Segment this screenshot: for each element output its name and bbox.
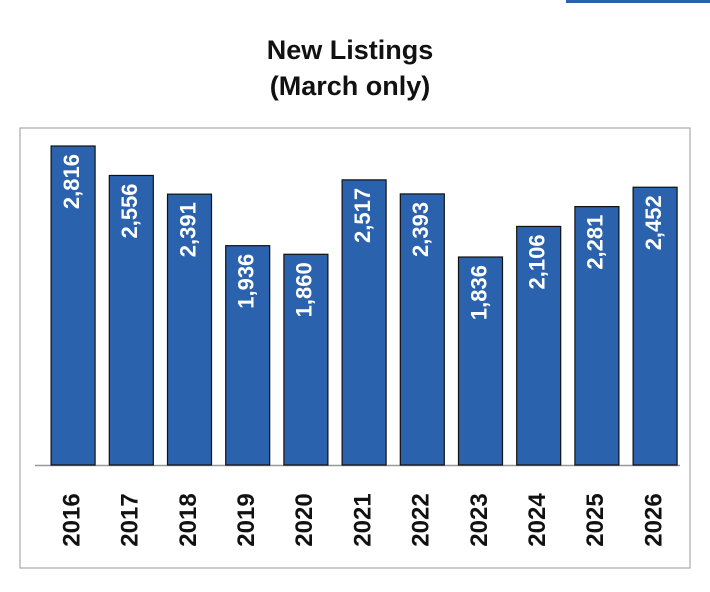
value-label: 2,281 bbox=[583, 215, 608, 270]
value-label: 2,816 bbox=[59, 154, 84, 209]
value-label: 2,106 bbox=[525, 234, 550, 289]
x-tick-label: 2017 bbox=[117, 493, 144, 546]
x-tick-label: 2025 bbox=[582, 493, 609, 546]
top-accent bbox=[566, 0, 710, 3]
chart-title: New Listings bbox=[267, 35, 434, 65]
bar bbox=[283, 253, 329, 466]
value-label: 2,391 bbox=[175, 202, 200, 257]
x-tick-label: 2019 bbox=[233, 493, 260, 546]
bar bbox=[341, 179, 387, 466]
x-tick-label: 2023 bbox=[466, 493, 493, 546]
bar bbox=[457, 256, 504, 466]
value-label: 1,936 bbox=[234, 254, 259, 309]
chart-frame bbox=[19, 127, 691, 569]
value-label: 2,556 bbox=[117, 183, 142, 238]
bar bbox=[399, 193, 445, 466]
x-tick-label: 2020 bbox=[291, 493, 318, 546]
x-tick-label: 2022 bbox=[408, 493, 435, 546]
x-tick-label: 2018 bbox=[175, 493, 202, 546]
bar bbox=[166, 193, 213, 466]
bar bbox=[574, 206, 620, 466]
x-tick-label: 2021 bbox=[349, 493, 376, 546]
x-tick-label: 2026 bbox=[640, 493, 667, 546]
value-label: 2,393 bbox=[408, 202, 433, 257]
bar bbox=[50, 145, 96, 466]
x-tick-label: 2024 bbox=[524, 493, 551, 547]
value-label: 1,860 bbox=[292, 262, 317, 317]
bar bbox=[632, 186, 678, 466]
value-label: 2,517 bbox=[350, 188, 375, 243]
value-label: 1,836 bbox=[466, 265, 491, 320]
bar bbox=[516, 225, 562, 466]
bar bbox=[108, 174, 154, 466]
value-label: 2,452 bbox=[641, 195, 666, 250]
chart-subtitle: (March only) bbox=[270, 71, 431, 101]
bar bbox=[225, 245, 271, 466]
x-tick-label: 2016 bbox=[58, 493, 85, 546]
